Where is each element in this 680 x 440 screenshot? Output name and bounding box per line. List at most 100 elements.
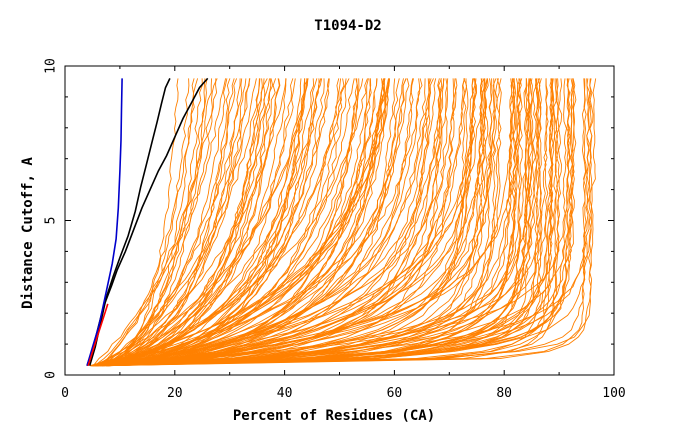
bundle-series-line: [92, 78, 227, 366]
bundle-series-line: [103, 78, 485, 367]
bundle-series-line: [103, 78, 384, 367]
chart-title: T1094-D2: [314, 18, 381, 34]
x-tick-label: 0: [61, 386, 69, 401]
bundle-series-line: [93, 78, 407, 367]
bundle-series-line: [106, 78, 368, 367]
bundle-series-line: [95, 78, 514, 367]
bundle-series-line: [100, 78, 597, 367]
bundle-series-line: [95, 78, 497, 367]
bundle-series-line: [100, 78, 218, 366]
bundle-series-line: [97, 78, 493, 367]
bundle-series-line: [94, 78, 516, 367]
highlight-series-line-3: [87, 303, 109, 366]
bundle-series-line: [93, 78, 369, 367]
bundle-series-line: [106, 78, 195, 367]
bundle-series-line: [92, 78, 549, 367]
bundle-series-line: [90, 78, 421, 367]
bundle-series-line: [97, 78, 534, 367]
bundle-series-line: [101, 78, 294, 367]
bundle-series-line: [94, 78, 532, 367]
bundle-series-line: [91, 78, 475, 367]
plot-lines: [86, 77, 597, 367]
bundle-series-line: [96, 78, 517, 367]
bundle-series-line: [99, 78, 469, 367]
x-tick-label: 60: [387, 386, 403, 401]
bundle-series-line: [107, 78, 500, 367]
bundle-series-line: [96, 78, 251, 367]
bundle-series-line: [94, 78, 199, 367]
bundle-series-line: [104, 78, 553, 367]
bundle-series-line: [104, 78, 218, 367]
bundle-series-line: [105, 78, 190, 367]
bundle-series-line: [97, 78, 430, 367]
x-tick-label: 40: [277, 386, 293, 401]
bundle-series-line: [95, 78, 442, 367]
bundle-series-line: [108, 78, 483, 367]
bundle-series-line: [94, 78, 488, 367]
bundle-series-line: [102, 78, 554, 367]
bundle-series-line: [102, 78, 179, 367]
bundle-series-line: [102, 78, 260, 367]
bundle-series-line: [104, 78, 277, 367]
bundle-series-line: [93, 78, 443, 367]
bundle-series-line: [96, 78, 502, 367]
bundle-series-line: [107, 78, 593, 367]
bundle-series-line: [96, 78, 390, 367]
bundle-series-line: [96, 78, 323, 367]
bundle-series-line: [89, 78, 206, 367]
bundle-series-line: [94, 78, 554, 367]
bundle-series-line: [102, 78, 391, 367]
bundle-series-line: [89, 78, 250, 367]
bundle-series-line: [106, 78, 430, 367]
bundle-series-line: [103, 78, 355, 367]
y-ticks: 0 5 10: [44, 58, 614, 379]
bundle-series-line: [106, 78, 563, 367]
bundle-series-line: [102, 78, 448, 367]
bundle-series-line: [101, 78, 213, 367]
bundle-series-line: [101, 78, 302, 367]
bundle-series-line: [95, 78, 325, 367]
bundle-series-line: [99, 78, 556, 367]
bundle-series-line: [98, 78, 530, 367]
bundle-series-line: [106, 78, 477, 367]
bundle-series-line: [96, 78, 571, 367]
x-tick-label: 80: [496, 386, 512, 401]
y-tick-label: 5: [44, 217, 59, 225]
bundle-series-line: [95, 78, 542, 367]
bundle-series-line: [107, 78, 309, 367]
bundle-series-line: [108, 78, 345, 367]
bundle-series-line: [101, 78, 330, 367]
bundle-series-line: [108, 78, 455, 367]
bundle-series-line: [103, 78, 386, 367]
bundle-series-line: [90, 78, 350, 367]
y-tick-label: 10: [44, 58, 59, 74]
bundle-series-line: [107, 78, 364, 367]
bundle-series-line: [92, 78, 390, 367]
bundle-series-line: [96, 78, 257, 367]
bundle-series-line: [96, 78, 560, 367]
y-axis-label: Distance Cutoff, A: [20, 157, 36, 309]
bundle-series-line: [106, 78, 476, 367]
bundle-series-line: [102, 78, 521, 367]
bundle-series-line: [102, 78, 540, 367]
bundle-series-line: [100, 78, 521, 367]
bundle-series-line: [108, 78, 489, 367]
highlight-series-line-2: [86, 78, 123, 366]
bundle-series-line: [109, 78, 238, 367]
bundle-series-line: [89, 78, 342, 367]
bundle-series-line: [92, 78, 468, 367]
bundle-series-line: [95, 78, 543, 367]
bundle-series-line: [92, 78, 531, 367]
bundle-series-line: [95, 78, 486, 367]
bundle-series-line: [91, 78, 486, 367]
bundle-series-line: [98, 78, 280, 367]
x-ticks: 0 20 40 60 80 100: [61, 66, 626, 401]
bundle-series-line: [92, 78, 287, 367]
bundle-series-line: [92, 78, 309, 367]
bundle-series-line: [101, 78, 308, 367]
bundle-series-line: [94, 78, 573, 367]
x-axis-label: Percent of Residues (CA): [233, 408, 435, 424]
bundle-series-line: [95, 78, 383, 367]
bundle-series-line: [106, 78, 587, 367]
